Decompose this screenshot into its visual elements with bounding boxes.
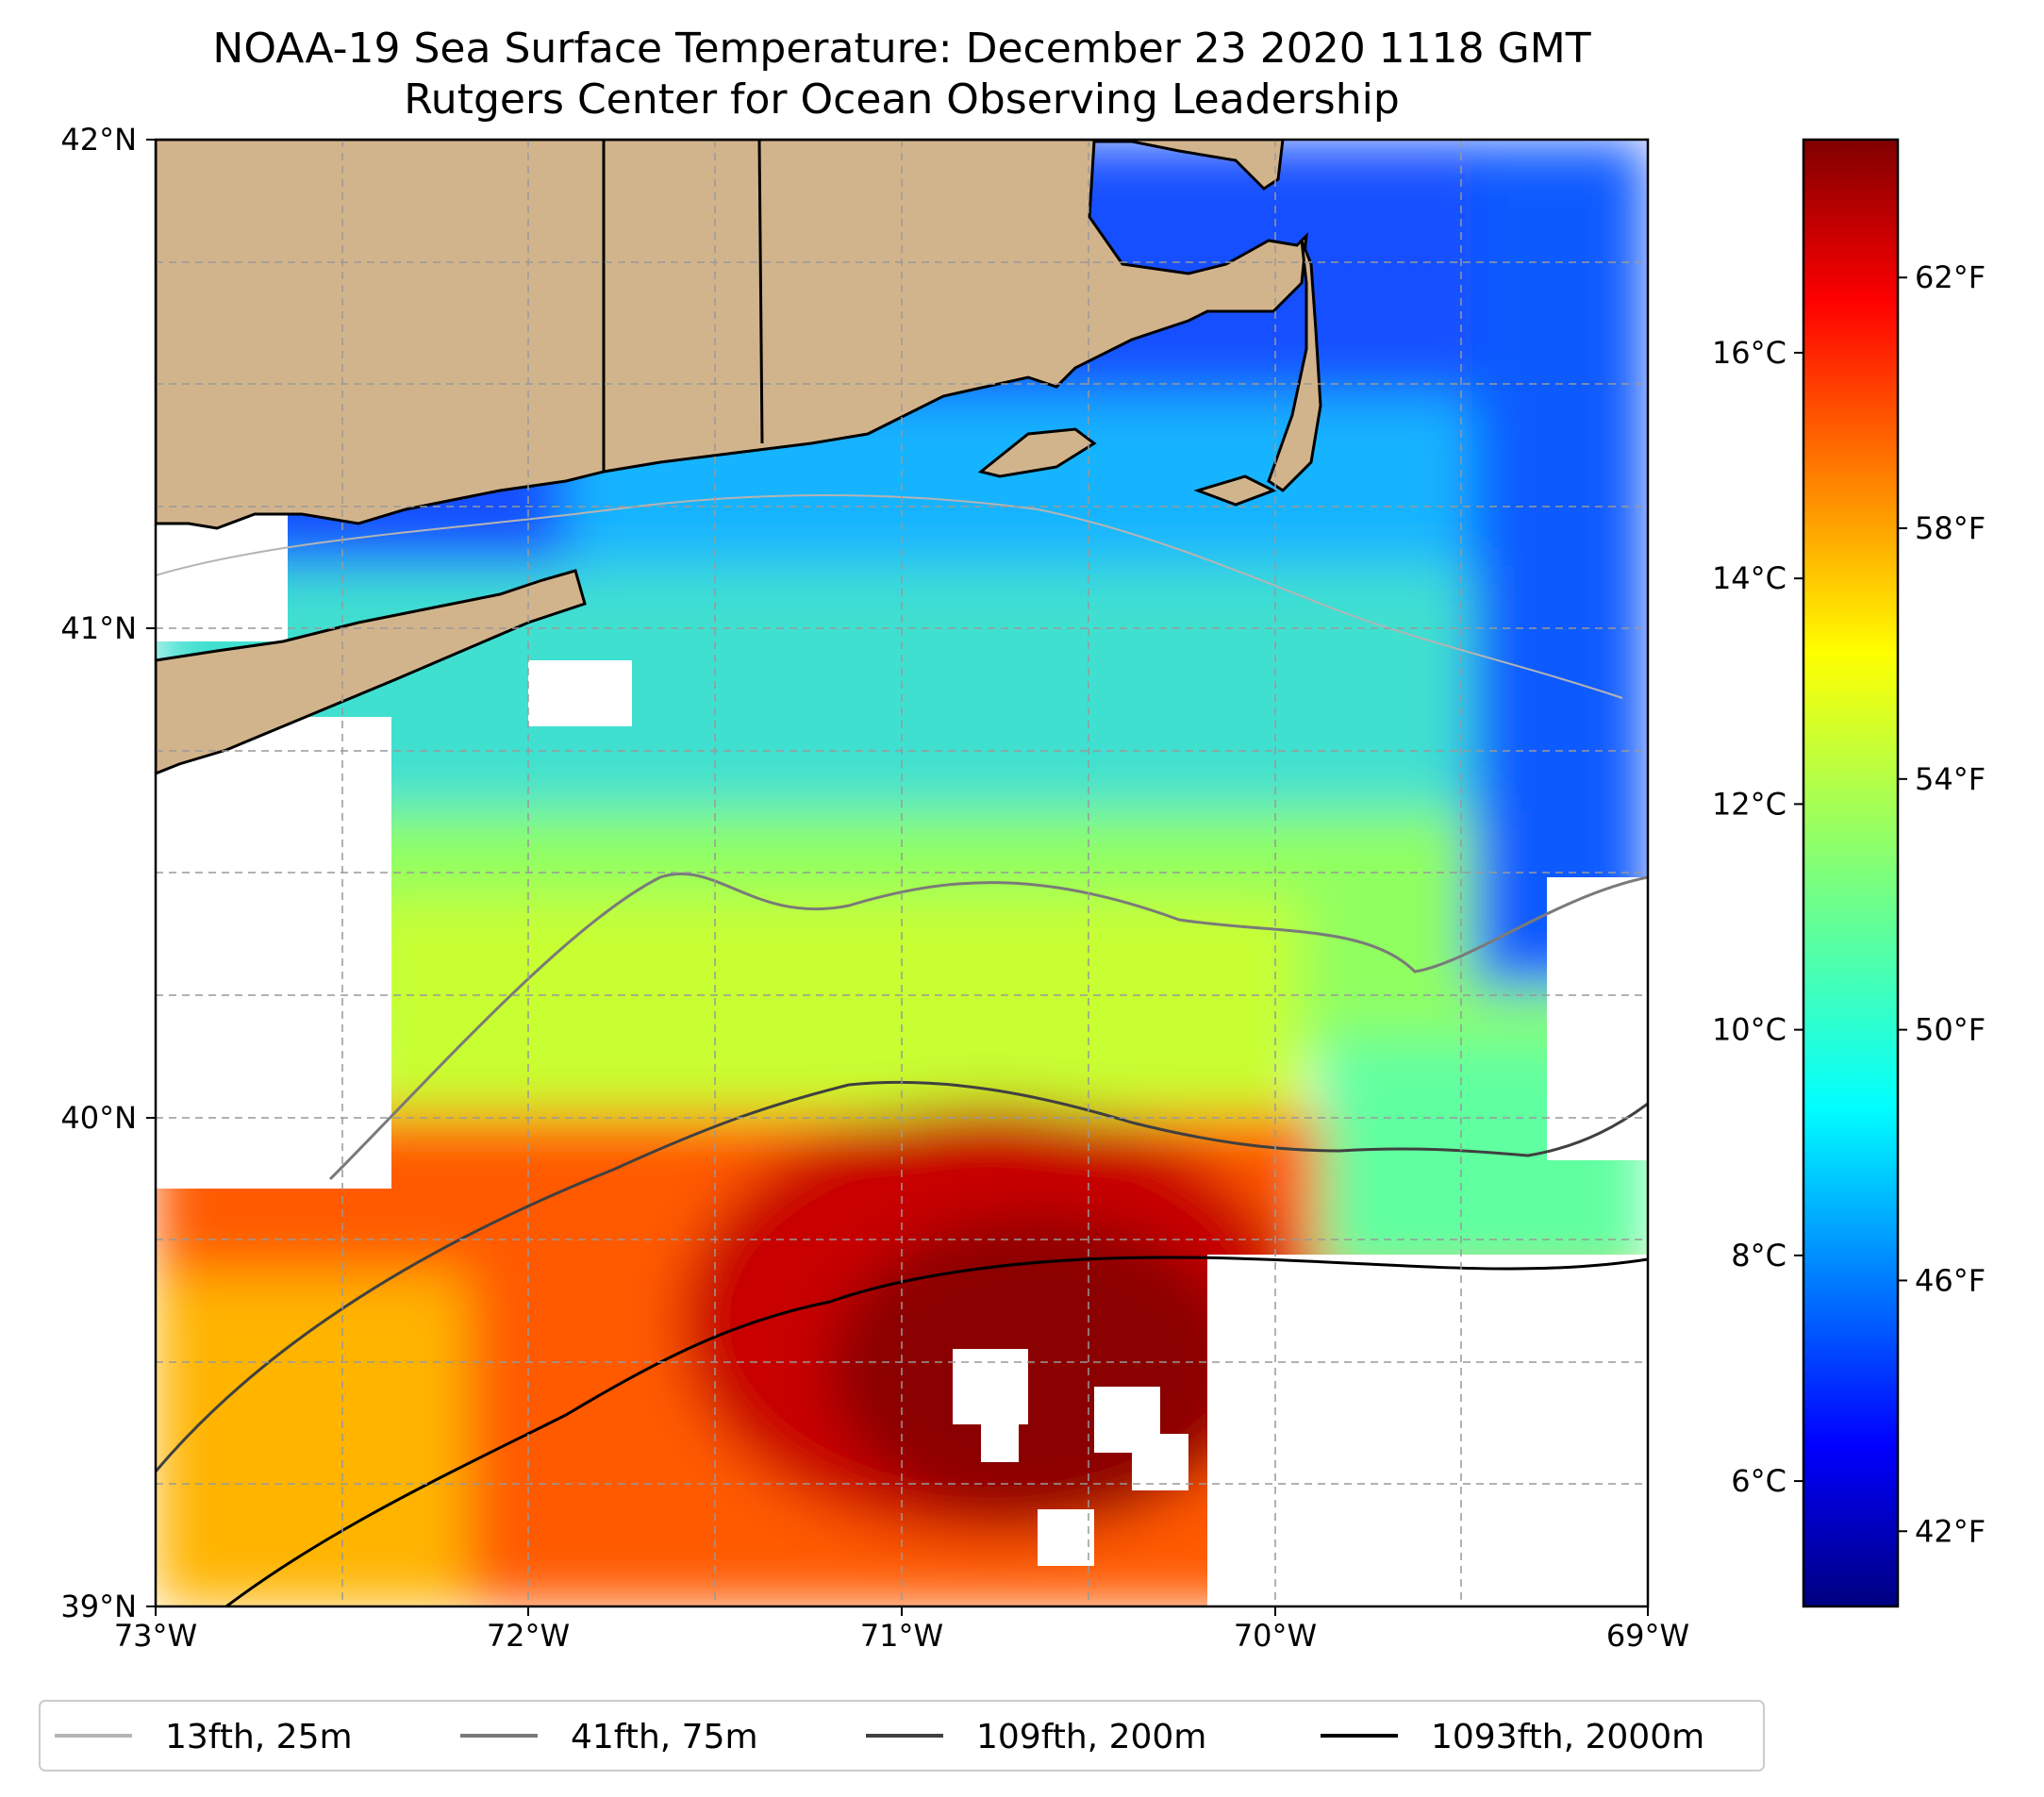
lat-tick-label: 39°N bbox=[60, 1589, 137, 1624]
colorbar-label-f: 50°F bbox=[1915, 1012, 1986, 1048]
colorbar-label-f: 62°F bbox=[1915, 259, 1986, 295]
land-mass bbox=[156, 140, 1308, 530]
colorbar bbox=[1802, 138, 1900, 1608]
colorbar-label-f: 46°F bbox=[1915, 1262, 1986, 1298]
no-data-areas bbox=[156, 509, 1648, 1606]
legend-label: 41fth, 75m bbox=[571, 1718, 758, 1756]
colorbar-label-c: 16°C bbox=[1712, 335, 1786, 371]
legend-label: 109fth, 200m bbox=[976, 1718, 1206, 1756]
isobath-75m bbox=[328, 872, 1648, 1181]
cape-cod bbox=[1267, 240, 1322, 492]
sst-map bbox=[156, 140, 1648, 1606]
colorbar-label-f: 58°F bbox=[1915, 510, 1986, 546]
lon-tick-label: 71°W bbox=[860, 1618, 943, 1654]
lon-tick-label: 70°W bbox=[1234, 1618, 1317, 1654]
legend: 13fth, 25m 41fth, 75m 109fth, 200m 1093f… bbox=[39, 1700, 1765, 1772]
colorbar-label-f: 54°F bbox=[1915, 761, 1986, 797]
legend-label: 1093fth, 2000m bbox=[1431, 1718, 1704, 1756]
isobath-200m bbox=[156, 1080, 1648, 1473]
lat-tick-label: 42°N bbox=[60, 122, 137, 158]
title-line-1: NOAA-19 Sea Surface Temperature: Decembe… bbox=[212, 25, 1590, 73]
colorbar-label-c: 10°C bbox=[1712, 1012, 1786, 1048]
lon-tick-label: 73°W bbox=[114, 1618, 197, 1654]
gridlines bbox=[156, 140, 1648, 1606]
title-line-2: Rutgers Center for Ocean Observing Leade… bbox=[404, 75, 1400, 124]
legend-label: 13fth, 25m bbox=[165, 1718, 353, 1756]
state-border bbox=[757, 140, 764, 444]
colorbar-label-c: 8°C bbox=[1731, 1238, 1786, 1273]
lat-tick-label: 41°N bbox=[60, 610, 137, 646]
colorbar-label-c: 6°C bbox=[1731, 1463, 1786, 1499]
marthas-vineyard bbox=[977, 427, 1097, 478]
lon-tick-label: 69°W bbox=[1606, 1618, 1689, 1654]
lat-tick-label: 40°N bbox=[60, 1100, 137, 1136]
long-island bbox=[156, 569, 587, 775]
axis-ticks bbox=[146, 139, 1649, 1616]
colorbar-label-c: 14°C bbox=[1712, 560, 1786, 596]
isobath-2000m bbox=[225, 1256, 1648, 1606]
colorbar-label-c: 12°C bbox=[1712, 786, 1786, 822]
isobath-25m bbox=[156, 494, 1623, 699]
nantucket bbox=[1193, 474, 1277, 507]
colorbar-label-f: 42°F bbox=[1915, 1513, 1986, 1549]
colorbar-ticks: 42°F 46°F 50°F 54°F 58°F 62°F 6°C 8°C 10°C 12°C 14… bbox=[1712, 259, 1986, 1549]
lon-tick-label: 72°W bbox=[487, 1618, 570, 1654]
